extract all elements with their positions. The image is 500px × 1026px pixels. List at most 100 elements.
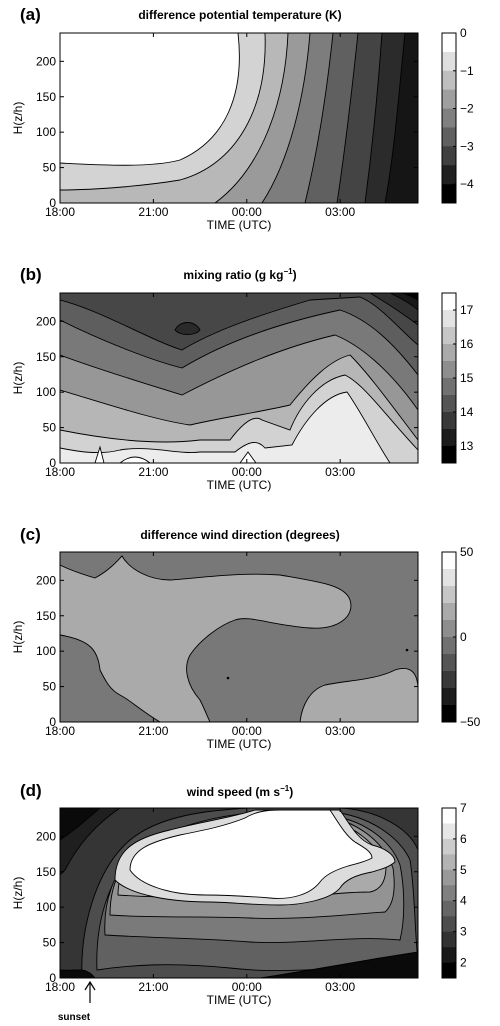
x-tick-label: 21:00 [138, 205, 168, 219]
y-tick-label: 200 [36, 573, 56, 587]
y-tick-label: 150 [36, 90, 56, 104]
colorbar-band [442, 823, 456, 840]
x-tick-label: 21:00 [138, 724, 168, 738]
colorbar-tick-label: 50 [460, 545, 474, 559]
colorbar-tick-label: 13 [460, 439, 474, 453]
y-tick-label: 200 [36, 829, 56, 843]
y-tick-label: 50 [43, 161, 57, 175]
colorbar-band [442, 165, 456, 185]
colorbar-tick-label: −2 [460, 102, 474, 116]
panel-b-title: mixing ratio (g kg−1) [183, 267, 296, 282]
colorbar-band [442, 854, 456, 871]
x-tick-label: 03:00 [325, 465, 355, 479]
contour-fill [129, 809, 373, 899]
colorbar-band [442, 412, 456, 430]
colorbar-band [442, 808, 456, 824]
panel-c: (c) difference wind direction (degrees) … [11, 525, 481, 751]
y-tick-label: 0 [49, 456, 56, 470]
colorbar-band [442, 378, 456, 396]
colorbar-band [442, 344, 456, 362]
x-tick-label: 03:00 [325, 205, 355, 219]
contour-fill [60, 555, 352, 722]
colorbar-band [442, 51, 456, 72]
colorbar-tick-label: 0 [460, 26, 467, 40]
plot-frame [59, 292, 419, 464]
panel-a-axes: 18:00 21:00 00:00 03:00 0 50 100 150 200 TIME (UT… [11, 33, 418, 232]
plot-frame [59, 807, 419, 979]
plot-frame [59, 551, 419, 723]
colorbar-tick-label: 4 [460, 894, 467, 908]
colorbar-band [442, 310, 456, 328]
colorbar-frame [441, 807, 457, 979]
panel-a-title: difference potential temperature (K) [138, 8, 341, 22]
colorbar-tick-label: 17 [460, 303, 474, 317]
panel-b: (b) mixing ratio (g kg−1) 18:00 21:00 00:0… [11, 265, 474, 492]
y-tick-label: 0 [49, 715, 56, 729]
colorbar-band [442, 947, 456, 963]
y-axis-label: H(z/h) [11, 362, 25, 395]
contour-fill [239, 451, 257, 463]
y-axis-label: H(z/h) [11, 102, 25, 135]
x-tick-label: 18:00 [45, 205, 75, 219]
colorbar-band [442, 705, 456, 723]
colorbar-band [442, 108, 456, 128]
colorbar-band [442, 361, 456, 379]
colorbar-band [442, 654, 456, 672]
colorbar-band [442, 869, 456, 886]
colorbar-band [442, 931, 456, 948]
panel-b-contours [60, 293, 418, 463]
colorbar-band [442, 146, 456, 166]
sunset-annotation: sunset [58, 980, 96, 1023]
panel-a-letter: (a) [20, 5, 41, 24]
panel-c-letter: (c) [20, 525, 41, 544]
sunset-arrowhead [84, 980, 96, 991]
y-tick-label: 50 [43, 680, 57, 694]
colorbar-band [442, 603, 456, 621]
colorbar-tick-label: 3 [460, 925, 467, 939]
y-tick-label: 100 [36, 644, 56, 658]
colorbar-band [442, 429, 456, 447]
colorbar-tick-label: 2 [460, 956, 467, 970]
y-tick-label: 0 [49, 971, 56, 985]
panel-d: (d) wind speed (m s−1) 18:00 21:00 00:00 03… [11, 781, 467, 1023]
contour-fill [389, 293, 418, 311]
contour-fill [60, 33, 240, 166]
y-tick-label: 150 [36, 865, 56, 879]
contour-fill [259, 951, 418, 978]
colorbar-tick-label: 14 [460, 405, 474, 419]
x-tick-label: 00:00 [232, 465, 262, 479]
panel-d-title: wind speed (m s−1) [186, 784, 293, 799]
y-tick-label: 50 [43, 421, 57, 435]
colorbar-band [442, 916, 456, 932]
panel-c-colorbar: 50 0 −50 [441, 545, 481, 729]
contour-fill [94, 445, 105, 463]
colorbar-band [442, 184, 456, 204]
panel-d-contours [60, 808, 418, 978]
colorbar-band [442, 446, 456, 464]
colorbar-tick-label: −3 [460, 139, 474, 153]
colorbar-band [442, 89, 456, 109]
x-tick-label: 03:00 [325, 724, 355, 738]
colorbar-band [442, 962, 456, 979]
colorbar-band [442, 900, 456, 917]
colorbar-tick-label: −1 [460, 64, 474, 78]
x-axis-label: TIME (UTC) [207, 993, 272, 1007]
y-tick-label: 200 [36, 54, 56, 68]
panel-a-contours [60, 33, 418, 203]
contour-fill [60, 391, 391, 463]
colorbar-tick-label: 5 [460, 863, 467, 877]
sunset-label: sunset [58, 1012, 91, 1023]
y-tick-label: 100 [36, 900, 56, 914]
y-tick-label: 0 [49, 196, 56, 210]
colorbar-tick-label: 15 [460, 371, 474, 385]
x-tick-label: 18:00 [45, 724, 75, 738]
panel-c-axes: 18:00 21:00 00:00 03:00 0 50 100 150 200 TIME (UT… [11, 552, 418, 751]
y-tick-label: 50 [43, 936, 57, 950]
panel-d-axes: 18:00 21:00 00:00 03:00 0 50 100 150 200 TIME (UT… [11, 808, 418, 1007]
panel-a-colorbar: 0 −1 −2 −3 −4 [441, 26, 474, 204]
contour-fill [299, 668, 418, 722]
panel-c-title: difference wind direction (degrees) [140, 528, 339, 542]
colorbar-band [442, 671, 456, 689]
colorbar-tick-label: −50 [460, 715, 481, 729]
